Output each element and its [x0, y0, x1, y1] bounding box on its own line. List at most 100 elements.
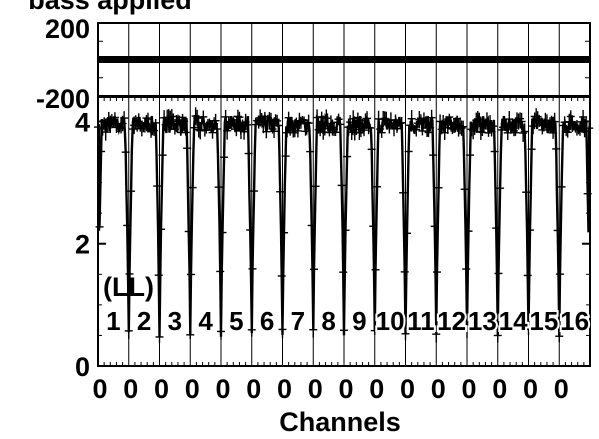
x-axis-label: Channels	[279, 407, 401, 437]
if-number-label: 2	[137, 306, 151, 336]
amplitude-data-point	[555, 330, 564, 343]
amplitude-data-point	[281, 152, 290, 160]
if-number-label: 8	[321, 306, 335, 336]
amplitude-data-point	[473, 111, 482, 127]
amplitude-data-point	[523, 268, 532, 283]
amplitude-data-point	[582, 116, 591, 127]
amplitude-data-point	[331, 128, 340, 136]
amplitude-data-point	[94, 118, 102, 136]
amplitude-data-point	[526, 221, 535, 240]
amplitude-data-point	[158, 152, 167, 159]
if-number-label: 4	[198, 306, 213, 336]
phase-panel: 200 -200	[36, 14, 591, 114]
amplitude-ytick-label: 2	[75, 230, 90, 260]
amplitude-data-point	[235, 111, 244, 123]
amplitude-data-point	[343, 151, 352, 163]
amplitude-data-point	[125, 267, 134, 281]
channel-tick-label: 0	[308, 374, 323, 404]
amplitude-data-point	[563, 126, 572, 138]
amplitude-data-point	[538, 125, 547, 135]
amplitude-data-point	[307, 218, 316, 233]
amplitude-data-point	[527, 144, 536, 154]
if-number-label: 6	[260, 306, 274, 336]
amplitude-data-point	[511, 129, 520, 137]
amplitude-data-point	[361, 113, 370, 128]
amplitude-data-point	[524, 322, 533, 336]
amplitude-data-point	[568, 115, 577, 132]
amplitude-data-point	[101, 123, 110, 141]
amplitude-data-point	[110, 112, 119, 123]
amplitude-data-point	[310, 265, 319, 273]
amplitude-data-point	[464, 223, 473, 240]
amplitude-data-point	[463, 323, 471, 339]
channel-tick-label: 0	[123, 374, 138, 404]
amplitude-data-point	[187, 271, 196, 278]
amplitude-data-point	[460, 182, 469, 196]
if-number-label: 15	[529, 306, 558, 336]
amplitude-data-point	[418, 126, 427, 136]
amplitude-data-point	[178, 113, 187, 121]
amplitude-data-point	[552, 141, 561, 156]
amplitude-data-point	[274, 119, 283, 131]
channel-tick-label: 0	[338, 374, 353, 404]
amplitude-data-point	[541, 112, 550, 128]
amplitude-data-point	[412, 122, 421, 137]
if-number-label: 14	[499, 306, 528, 336]
channel-tick-label: 0	[369, 374, 384, 404]
channel-tick-label: 0	[246, 374, 261, 404]
amplitude-data-point	[492, 224, 501, 232]
amplitude-data-point	[216, 266, 225, 277]
amplitude-data-point	[268, 124, 277, 134]
amplitude-data-point	[341, 226, 350, 234]
amplitude-data-point	[429, 149, 438, 161]
amplitude-data-point	[248, 265, 257, 273]
amplitude-data-point	[585, 122, 594, 134]
amplitude-data-point	[243, 119, 252, 131]
amplitude-data-point	[142, 114, 151, 122]
amplitude-data-point	[367, 141, 376, 158]
channel-tick-label: 0	[277, 374, 292, 404]
if-number-label: 16	[560, 306, 589, 336]
amplitude-data-point	[336, 116, 345, 132]
amplitude-data-point	[191, 107, 200, 125]
if-number-label: 9	[352, 306, 366, 336]
amplitude-data-point	[143, 112, 152, 126]
amplitude-data-point	[280, 224, 289, 241]
amplitude-data-point	[148, 123, 157, 136]
amplitude-data-point	[259, 116, 268, 134]
amplitude-data-point	[500, 119, 509, 128]
amplitude-data-point	[349, 110, 358, 128]
amplitude-data-point	[150, 125, 159, 136]
channel-tick-label: 0	[185, 374, 200, 404]
amplitude-data-point	[337, 178, 346, 193]
amplitude-data-point	[247, 323, 256, 337]
amplitude-data-point	[424, 127, 433, 138]
amplitude-data-point	[445, 113, 454, 121]
amplitude-data-point	[199, 110, 208, 124]
phase-ytick-label: 200	[45, 14, 90, 44]
channel-tick-label: 0	[461, 374, 476, 404]
amplitude-data-point	[304, 114, 313, 132]
amplitude-data-point	[246, 225, 255, 235]
channel-tick-label: 0	[523, 374, 538, 404]
amplitude-data-point	[180, 117, 189, 125]
amplitude-data-point	[469, 121, 478, 140]
if-number-label: 7	[291, 306, 305, 336]
amplitude-data-point	[120, 111, 129, 125]
amplitude-data-point	[153, 180, 162, 193]
amplitude-data-point	[407, 109, 416, 128]
amplitude-data-point	[559, 122, 568, 129]
amplitude-data-point	[193, 109, 202, 127]
amplitude-data-point	[517, 112, 526, 131]
stokes-label: (LL)	[103, 272, 154, 302]
amplitude-data-point	[121, 145, 130, 160]
chart-title: bass applied	[28, 0, 192, 15]
amplitude-data-point	[154, 271, 163, 280]
amplitude-data-point	[322, 109, 331, 127]
amplitude-data-point	[566, 110, 575, 123]
amplitude-data-point	[250, 186, 259, 196]
amplitude-data-point	[117, 122, 126, 134]
amplitude-data-point	[262, 125, 271, 139]
